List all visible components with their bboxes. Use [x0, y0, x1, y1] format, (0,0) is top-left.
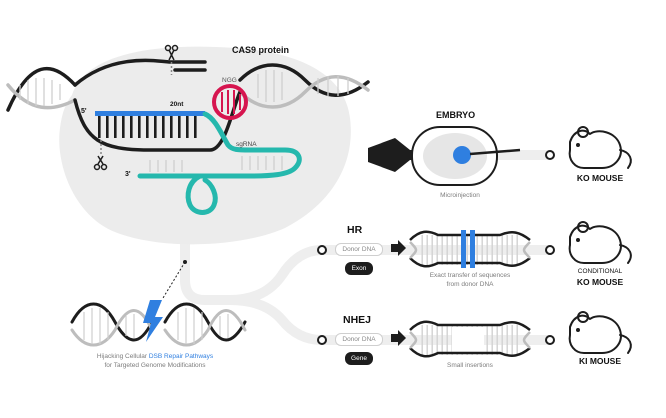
ki-mouse-label: KI MOUSE	[578, 356, 622, 366]
track-nodes	[317, 150, 555, 345]
mouse-icon-conditional-ko	[568, 221, 632, 264]
dna-rungs-left	[19, 78, 61, 106]
scissors-bottom-icon	[93, 140, 108, 171]
hr-caption: Exact transfer of sequences from donor DN…	[429, 272, 511, 288]
dsb-rungs	[83, 308, 229, 344]
hr-exon-pill: Exon	[345, 262, 373, 275]
dna-helix-top	[6, 58, 370, 112]
embryo-cell	[411, 126, 521, 186]
dsb-caption: Hijacking Cellular DSB Repair Pathways f…	[96, 353, 214, 369]
nhej-donor-dna-pill: Donor DNA	[335, 333, 383, 346]
embryo-title: EMBRYO	[436, 110, 476, 120]
hr-title: HR	[347, 224, 363, 236]
embryo-caption: Microinjection	[440, 192, 480, 199]
nhej-caption: Small insertions	[447, 362, 493, 369]
pam-ngg-bars	[221, 90, 241, 114]
mouse-icon-ko	[568, 126, 632, 169]
nhej-arrow	[391, 330, 406, 346]
sgrna-label: sgRNA	[236, 141, 257, 148]
dsb-dotted-connector	[162, 261, 186, 299]
cas9-protein-blob	[59, 46, 351, 245]
guide-length-label: 20nt	[170, 101, 184, 108]
three-prime-label: 3'	[125, 171, 131, 178]
dsb-dna-helix	[70, 302, 247, 347]
nhej-gene-pill: Gene	[345, 352, 373, 365]
microinjection-syringe	[368, 138, 418, 172]
mouse-icon-ki	[568, 311, 632, 354]
pam-ngg-circle	[212, 84, 248, 120]
cas9-title: CAS9 protein	[232, 45, 290, 55]
hr-donor-dna-pill: Donor DNA	[335, 243, 383, 256]
ko-mouse-label: KO MOUSE	[576, 173, 624, 183]
guide-comb-teeth	[98, 116, 197, 138]
lightning-bolt-icon	[143, 300, 163, 342]
hr-arrow	[391, 240, 406, 256]
sgrna-scaffold	[137, 111, 302, 215]
five-prime-label: 5'	[81, 108, 87, 115]
conditional-ko-mouse-label: CONDITIONAL KO MOUSE	[576, 268, 624, 287]
sgrna-rungs	[149, 156, 283, 172]
hr-dna-repaired	[409, 230, 531, 268]
guide-20nt-bar	[95, 111, 205, 116]
scissors-top-icon	[164, 44, 179, 75]
nhej-dna-repaired	[409, 320, 531, 358]
nhej-title: NHEJ	[343, 314, 372, 326]
dna-rungs-right	[257, 70, 349, 102]
pam-label: NGG	[222, 77, 237, 84]
